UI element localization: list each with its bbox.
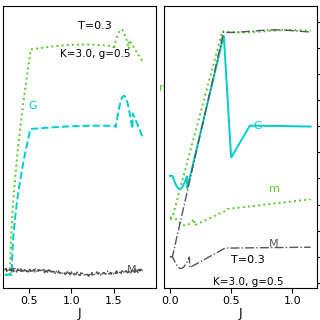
Text: G: G bbox=[28, 101, 37, 111]
Text: K=3.0, g=0.5: K=3.0, g=0.5 bbox=[213, 277, 283, 287]
Text: m: m bbox=[159, 83, 170, 93]
Text: G: G bbox=[254, 121, 262, 131]
Text: m: m bbox=[268, 184, 279, 194]
Text: T=0.3: T=0.3 bbox=[78, 21, 112, 31]
Text: T=0.3: T=0.3 bbox=[231, 255, 265, 265]
Text: K=3.0, g=0.5: K=3.0, g=0.5 bbox=[60, 49, 130, 59]
X-axis label: J: J bbox=[78, 307, 82, 320]
Text: M: M bbox=[269, 239, 279, 249]
Text: M: M bbox=[126, 265, 136, 275]
X-axis label: J: J bbox=[238, 307, 242, 320]
